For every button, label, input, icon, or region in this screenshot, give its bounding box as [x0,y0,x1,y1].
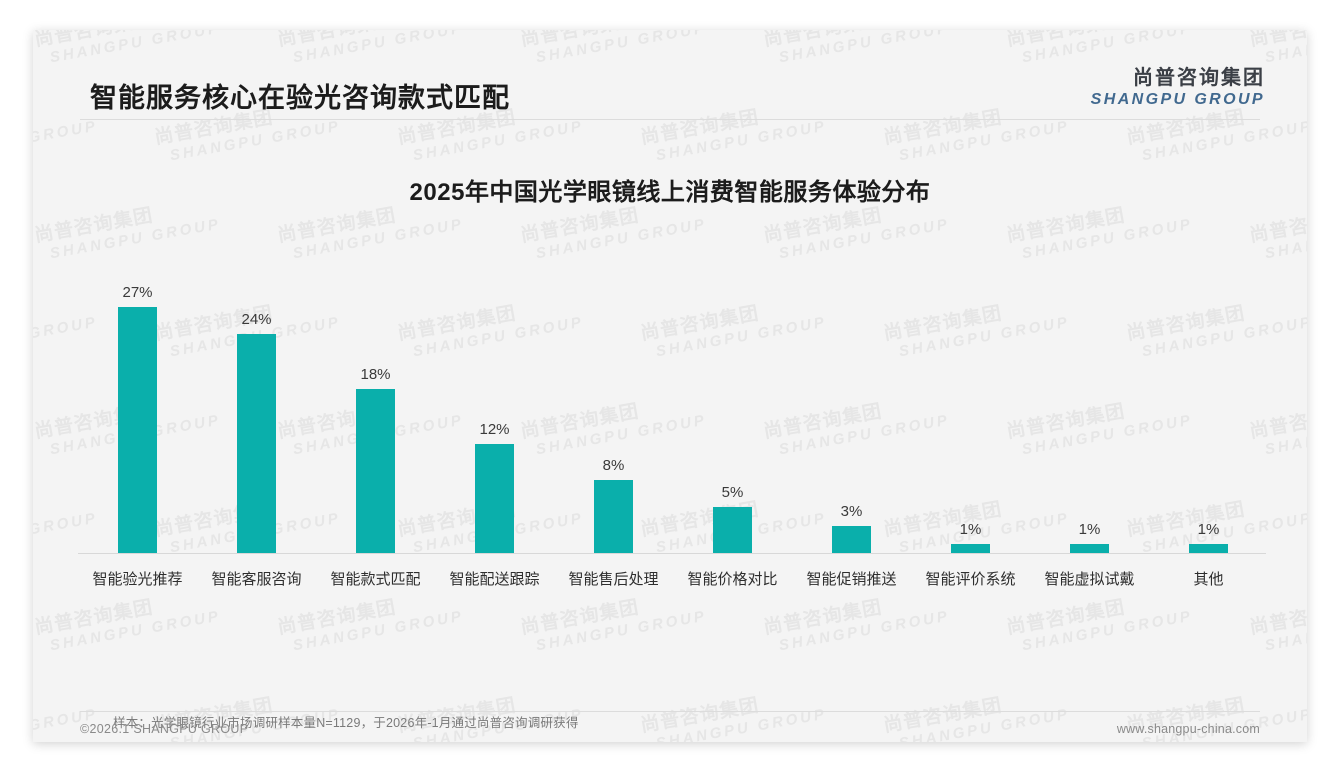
watermark-en: SHANGPU GROUP [1140,117,1307,165]
bar-value-label: 8% [602,457,625,475]
x-axis-label: 智能款式匹配 [330,571,421,588]
bar-group[interactable]: 1% [1030,245,1149,553]
bar-group[interactable]: 27% [78,245,197,553]
bar-group[interactable]: 1% [911,245,1030,553]
bar-group[interactable]: 18% [316,245,435,553]
sample-footnote: 样本：光学眼镜行业市场调研样本量N=1129，于2026年-1月通过尚普咨询调研… [113,716,579,730]
bar-group[interactable]: 12% [435,245,554,553]
bar[interactable] [832,525,871,553]
bar[interactable] [237,334,276,553]
bar-value-label: 27% [122,284,153,301]
x-axis-label: 智能评价系统 [925,571,1016,588]
slide-header: 智能服务核心在验光咨询款式匹配 尚普咨询集团 SHANGPU GROUP [33,30,1307,120]
bar-chart-plot: 27% 24% 18% 12% 8% 5% 3% 1% 1% 1% [78,245,1266,555]
x-axis-label: 智能配送跟踪 [449,571,540,588]
x-axis-label: 智能售后处理 [568,571,659,588]
brand-logo-cn: 尚普咨询集团 [1133,67,1265,89]
bar-value-label: 24% [241,311,272,329]
bar[interactable] [594,480,633,553]
bar-value-label: 12% [479,420,510,438]
watermark-en: SHANGPU GROUP [654,117,829,165]
watermark-en: SHANGPU GROUP [33,117,100,164]
watermark-en: SHANGPU GROUP [291,607,466,655]
watermark-en: SHANGPU GROUP [411,117,586,165]
bar-value-label: 1% [1078,520,1101,538]
bar[interactable] [118,307,157,553]
watermark-en: SHANGPU GROUP [1020,607,1195,655]
bar[interactable] [713,507,752,553]
footer-website[interactable]: www.shangpu-china.com [1116,722,1260,736]
brand-logo: 尚普咨询集团 SHANGPU GROUP [1091,66,1265,109]
bar-group[interactable]: 1% [1149,245,1268,553]
x-axis-label: 其他 [1193,571,1224,588]
bar-group[interactable]: 3% [792,245,911,553]
footer-copyright: ©2026.1 SHANGPU GROUP [80,722,249,736]
bar[interactable] [1070,543,1109,553]
bar-value-label: 1% [959,520,982,538]
bar-value-label: 3% [840,502,863,520]
bar-value-label: 5% [721,484,744,502]
bar-group[interactable]: 5% [673,245,792,553]
bar-series: 27% 24% 18% 12% 8% 5% 3% 1% 1% 1% [78,245,1266,553]
bar[interactable] [951,543,990,553]
footnote-divider [80,711,1260,712]
x-axis-label: 智能虚拟试戴 [1044,571,1135,588]
x-axis-line [78,553,1266,554]
x-axis-category-labels: 智能验光推荐 智能客服咨询 智能款式匹配 智能配送跟踪 智能售后处理 智能价格对比 智能促销… [78,568,1266,598]
header-divider [80,119,1260,120]
watermark-en: SHANGPU GROUP [1263,215,1307,263]
watermark-en: SHANGPU GROUP [168,117,343,165]
bar[interactable] [1189,543,1228,553]
watermark-en: SHANGPU GROUP [534,607,709,655]
watermark-en: SHANGPU GROUP [48,607,223,655]
x-axis-label: 智能客服咨询 [211,571,302,588]
watermark-en: SHANGPU GROUP [777,607,952,655]
x-axis-label: 智能价格对比 [687,571,778,588]
bar-value-label: 18% [360,366,391,383]
brand-logo-en: SHANGPU GROUP [1090,91,1265,108]
bar-group[interactable]: 24% [197,245,316,553]
page-title: 智能服务核心在验光咨询款式匹配 [90,83,510,113]
x-axis-label: 智能促销推送 [806,571,897,588]
x-axis-label: 智能验光推荐 [92,571,183,588]
bar-group[interactable]: 8% [554,245,673,553]
watermark-en: SHANGPU GROUP [1263,411,1307,459]
chart-title: 2025年中国光学眼镜线上消费智能服务体验分布 [409,179,931,206]
bar-value-label: 1% [1197,520,1220,538]
bar[interactable] [475,443,514,553]
watermark-en: SHANGPU GROUP [1263,607,1307,655]
bar[interactable] [356,389,395,553]
watermark-en: SHANGPU GROUP [897,117,1072,165]
